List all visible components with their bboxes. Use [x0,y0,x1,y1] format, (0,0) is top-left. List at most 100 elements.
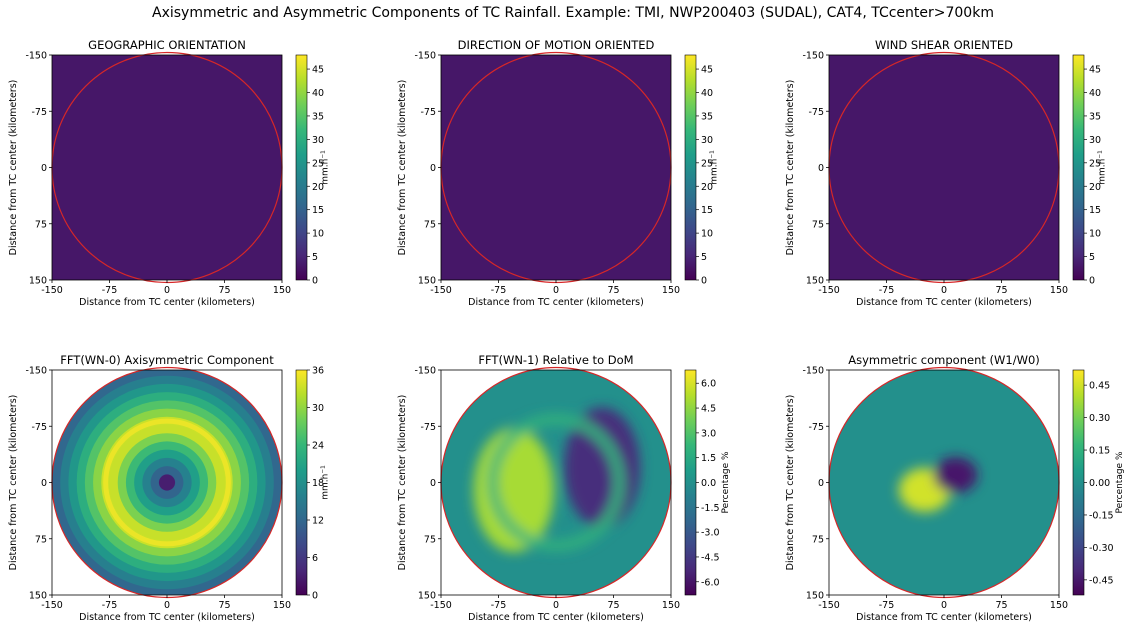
colorbar-tick-label: 30 [1089,135,1101,146]
colorbar-tick-label: 45 [312,65,324,76]
panel-title: Asymmetric component (W1/W0) [848,353,1040,367]
colorbar-tick-label: 5 [312,252,318,263]
colorbar-tick-label: -0.30 [1089,543,1114,554]
x-tick-label: -75 [879,600,895,611]
colorbar-tick-label: 25 [701,158,713,169]
y-tick-label: 0 [430,478,436,489]
colorbar-tick-label: 18 [312,478,324,489]
colorbar-tick-label: 15 [1089,205,1101,216]
panel-4: FFT(WN-0) Axisymmetric Component -150 -75 0… [8,353,331,623]
x-tick-label: -75 [491,600,507,611]
x-tick-label: 75 [607,285,619,296]
x-tick-label: 0 [553,600,559,611]
y-tick-label: -75 [808,107,824,118]
y-tick-label: 0 [818,478,824,489]
x-axis-label: Distance from TC center (kilometers) [856,612,1032,623]
colorbar-label: mm.h⁻¹ [321,465,331,500]
y-tick-label: 150 [29,276,47,287]
colorbar-tick-label: 35 [701,111,713,122]
colorbar-label: Percentage % [721,451,731,513]
panel-5: FFT(WN-1) Relative to DoM-150 -75 0 75 150-1… [397,353,731,623]
x-tick-label: 75 [995,600,1007,611]
colorbar-gradient [684,54,697,281]
panel-title: WIND SHEAR ORIENTED [875,38,1013,52]
y-tick-label: 75 [35,219,47,230]
colorbar-tick-label: 30 [701,135,713,146]
panel-title: GEOGRAPHIC ORIENTATION [88,38,246,52]
y-axis-label: Distance from TC center (kilometers) [785,80,796,256]
x-tick-label: 150 [273,285,291,296]
x-tick-label: -150 [430,285,452,296]
x-tick-label: -75 [102,285,118,296]
colorbar-label: mm.h⁻¹ [1098,150,1108,185]
colorbar-tick-label: 20 [701,182,713,193]
heatmap-field [52,370,282,595]
colorbar-tick-label: 0.45 [1089,381,1110,392]
colorbar-tick-label: 6.0 [701,379,716,390]
colorbar-tick-label: 35 [1089,111,1101,122]
panel-title: FFT(WN-1) Relative to DoM [478,353,633,367]
colorbar: 0 5 10 15 20 25 30 35 40 45 mm.h⁻¹ [1072,54,1108,287]
colorbar-tick-label: 0.30 [1089,413,1110,424]
x-tick-label: -75 [491,285,507,296]
x-tick-label: 0 [164,600,170,611]
x-axis-label: Distance from TC center (kilometers) [79,297,255,308]
colorbar-tick-label: 40 [1089,88,1101,99]
y-axis-label: Distance from TC center (kilometers) [397,395,408,571]
y-tick-label: 75 [424,534,436,545]
colorbar-tick-label: 40 [312,88,324,99]
x-axis-label: Distance from TC center (kilometers) [856,297,1032,308]
x-tick-label: 150 [662,285,680,296]
figure-title: Axisymmetric and Asymmetric Components o… [152,5,994,21]
panel-3: WIND SHEAR ORIENTED-150 -75 0 75 150-150-750… [785,38,1108,308]
colorbar-tick-label: 6 [312,553,318,564]
x-tick-label: 0 [941,600,947,611]
heatmap-field [829,370,1059,595]
y-tick-label: -150 [414,51,436,62]
y-tick-label: -75 [31,422,47,433]
x-axis-label: Distance from TC center (kilometers) [468,612,644,623]
heatmap-field [441,370,671,595]
colorbar: 0.45 0.30 0.15 0.00 -0.15 -0.30 -0.45 Percentag… [1072,369,1125,596]
colorbar-tick-label: 30 [312,135,324,146]
x-tick-label: 150 [1050,600,1068,611]
colorbar-tick-label: 5 [1089,252,1095,263]
y-tick-label: 0 [41,163,47,174]
colorbar-tick-label: 35 [312,111,324,122]
colorbar-gradient [1072,369,1085,596]
x-tick-label: 75 [607,600,619,611]
x-tick-label: 150 [662,600,680,611]
y-tick-label: 75 [35,534,47,545]
colorbar-tick-label: 15 [312,205,324,216]
x-tick-label: -150 [818,285,840,296]
colorbar-tick-label: 20 [312,182,324,193]
heatmap-field [52,55,282,280]
colorbar-tick-label: 0.00 [1089,478,1110,489]
colorbar-tick-label: 5 [701,252,707,263]
colorbar-tick-label: -0.45 [1089,575,1114,586]
colorbar-tick-label: 15 [701,205,713,216]
x-tick-label: -150 [430,600,452,611]
colorbar-tick-label: 40 [701,88,713,99]
colorbar: 0 5 10 15 20 25 30 35 40 45 mm.h⁻¹ [295,54,331,287]
y-tick-label: -150 [802,51,824,62]
x-tick-label: 75 [218,600,230,611]
colorbar-tick-label: 25 [1089,158,1101,169]
heatmap-field [441,55,671,280]
colorbar-tick-label: 10 [312,229,324,240]
colorbar-tick-label: 0 [312,276,318,287]
y-tick-label: 150 [418,591,436,602]
panel-title: DIRECTION OF MOTION ORIENTED [458,38,655,52]
colorbar: 0 5 10 15 20 25 30 35 40 45 mm.h⁻¹ [684,54,720,287]
y-tick-label: -150 [414,366,436,377]
y-tick-label: -75 [420,422,436,433]
x-tick-label: 75 [218,285,230,296]
x-tick-label: -75 [102,600,118,611]
y-tick-label: -150 [25,51,47,62]
colorbar-tick-label: 0 [312,591,318,602]
y-tick-label: 150 [418,276,436,287]
x-tick-label: 0 [553,285,559,296]
panel-title: FFT(WN-0) Axisymmetric Component [60,353,274,367]
y-tick-label: 0 [818,163,824,174]
colorbar-tick-label: 3.0 [701,428,716,439]
